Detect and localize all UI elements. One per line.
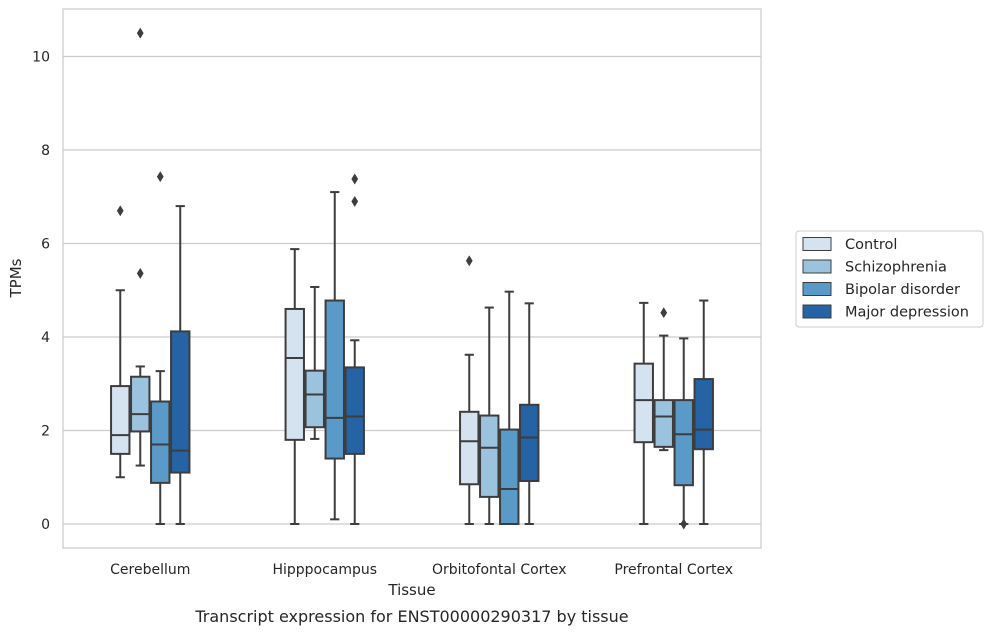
legend-swatch [802,304,832,319]
box-schizophrenia [653,307,674,452]
x-tick-label: Orbitofontal Cortex [432,562,567,578]
legend-label: Major depression [845,305,969,321]
box-body [459,410,480,486]
box-body [693,378,714,451]
plot-frame [62,8,762,549]
box-bipolar-disorder [499,290,520,525]
box-major-depression [519,302,540,525]
box-major-depression [170,205,191,525]
chart-title: Transcript expression for ENST0000029031… [194,607,628,626]
outlier-point [351,195,359,207]
y-tick-label: 8 [41,143,50,159]
x-tick-label: Prefrontal Cortex [614,562,733,578]
outlier-point [136,267,144,279]
box-body [673,399,694,487]
legend-label: Control [845,237,897,253]
x-tick-labels: Cerebellum Hipppocampus Orbitofontal Corte… [110,562,733,578]
y-axis-label: TPMs [7,258,25,298]
outlier-point [351,173,359,185]
outlier-point [465,255,473,267]
box-bipolar-disorder [324,191,345,521]
x-axis-label: Tissue [387,581,435,599]
box-control [110,205,131,479]
x-tick-label: Cerebellum [110,562,190,578]
legend-frame [795,230,984,328]
outlier-point [660,307,668,319]
box-schizophrenia [130,27,151,467]
box-schizophrenia [479,306,500,525]
legend: Control Schizophrenia Bipolar disorder Majo… [795,230,984,328]
x-tick-label: Hipppocampus [272,562,377,578]
box-body [499,428,520,525]
box-body [284,307,305,441]
box-schizophrenia [304,285,325,440]
outlier-point [136,27,144,39]
y-tick-label: 2 [41,424,50,440]
outlier-point [156,171,164,183]
y-tick-label: 10 [32,50,50,66]
legend-swatch [802,237,832,251]
box-body [150,400,171,484]
outlier-point [116,205,124,217]
y-tick-labels: 0 2 4 6 8 10 [32,50,50,534]
box-body [633,362,654,444]
box-control [284,248,305,525]
box-bipolar-disorder [150,171,171,525]
boxes [110,27,714,530]
y-tick-label: 4 [41,330,50,346]
box-control [459,255,480,525]
box-body [653,399,674,448]
y-tick-label: 0 [41,517,50,533]
box-control [633,301,654,525]
box-body [344,366,365,455]
box-major-depression [344,173,365,525]
outlier-point [680,518,688,530]
box-major-depression [693,299,714,525]
box-body [110,385,131,455]
box-bipolar-disorder [673,337,694,530]
box-body [519,403,540,482]
legend-swatch [802,259,832,274]
box-body [479,414,500,498]
box-body [130,375,151,433]
legend-label: Bipolar disorder [845,282,960,298]
box-body [170,330,191,474]
y-tick-label: 6 [41,237,50,253]
legend-label: Schizophrenia [845,260,947,276]
box-body [304,369,325,429]
legend-swatch [802,282,832,296]
box-body [324,299,345,460]
